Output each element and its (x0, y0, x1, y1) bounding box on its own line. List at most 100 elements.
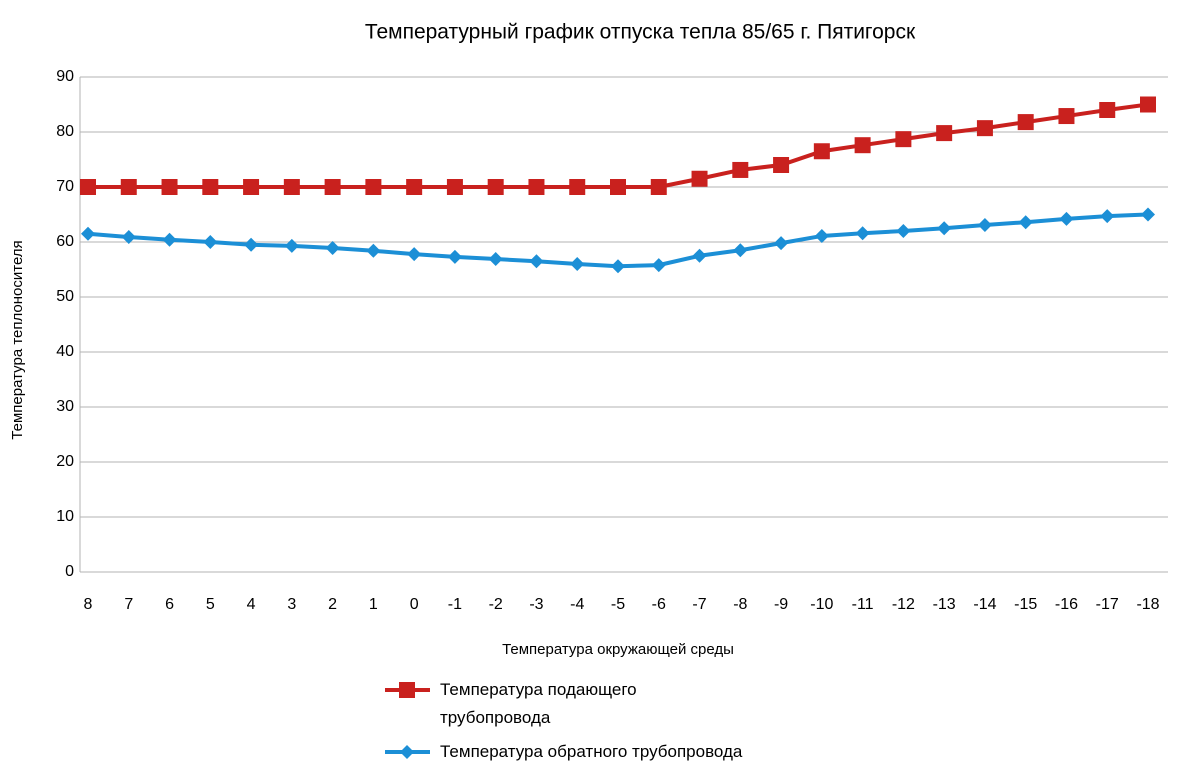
marker (244, 237, 259, 252)
x-tick-label: 4 (247, 596, 256, 613)
marker (936, 125, 953, 142)
y-tick-label: 70 (56, 178, 74, 195)
marker (284, 238, 299, 253)
marker (896, 224, 911, 238)
x-tick-label: -7 (692, 596, 706, 613)
marker (1099, 102, 1116, 118)
chart-title: Температурный график отпуска тепла 85/65… (365, 21, 916, 44)
marker (570, 257, 585, 271)
marker (1017, 114, 1034, 131)
marker (528, 179, 545, 195)
x-tick-label: 0 (410, 596, 419, 613)
marker (650, 179, 667, 195)
marker (399, 682, 415, 698)
marker (81, 226, 95, 241)
marker (937, 221, 952, 236)
x-tick-label: -1 (448, 596, 462, 613)
marker (80, 179, 96, 195)
marker (569, 179, 586, 195)
x-tick-label: 6 (165, 596, 174, 613)
x-tick-label: 8 (84, 596, 93, 613)
marker (400, 745, 414, 759)
x-tick-label: -4 (570, 596, 584, 613)
marker (1100, 209, 1115, 224)
y-tick-label: 80 (56, 123, 74, 140)
x-tick-label: -2 (489, 596, 503, 613)
y-tick-label: 0 (65, 563, 74, 580)
marker (691, 170, 708, 187)
marker (406, 179, 423, 195)
x-tick-label: -18 (1136, 596, 1159, 613)
marker (976, 120, 993, 137)
x-tick-label: -10 (810, 596, 833, 613)
marker (1058, 108, 1075, 125)
x-tick-label: -11 (852, 596, 874, 613)
y-axis-title: Температура теплоносителя (9, 240, 26, 439)
marker (529, 254, 544, 269)
legend-label: Температура обратного трубопровода (440, 742, 743, 761)
marker (854, 137, 871, 154)
marker (446, 179, 463, 195)
x-tick-label: -8 (733, 596, 747, 613)
marker (611, 259, 625, 274)
marker (813, 143, 830, 160)
x-tick-label: 2 (328, 596, 337, 613)
y-tick-label: 30 (56, 398, 74, 415)
marker (692, 248, 707, 263)
x-tick-label: 3 (287, 596, 296, 613)
marker (447, 249, 462, 264)
marker (121, 230, 136, 245)
legend-label: Температура подающего трубопровода (440, 680, 637, 727)
marker (1018, 215, 1033, 230)
y-tick-label: 10 (56, 508, 74, 525)
marker (162, 232, 177, 247)
marker (733, 243, 748, 258)
marker (1059, 211, 1074, 226)
x-tick-label: -12 (892, 596, 915, 613)
marker (651, 258, 666, 273)
marker (366, 243, 381, 258)
marker (202, 179, 219, 195)
marker (243, 179, 260, 195)
series-line (88, 102, 1149, 189)
marker (977, 217, 992, 232)
x-tick-label: -15 (1014, 596, 1037, 613)
y-tick-label: 50 (56, 288, 74, 305)
x-tick-label: -14 (973, 596, 996, 613)
marker (895, 131, 912, 148)
x-tick-label: -5 (611, 596, 625, 613)
x-tick-label: 7 (124, 596, 133, 613)
marker (283, 179, 300, 195)
x-tick-label: -13 (933, 596, 956, 613)
x-axis-title: Температура окружающей среды (502, 641, 734, 658)
y-tick-label: 20 (56, 453, 74, 470)
x-tick-label: -9 (774, 596, 788, 613)
x-tick-label: 5 (206, 596, 215, 613)
marker (161, 179, 178, 195)
marker (488, 252, 503, 267)
marker (324, 179, 341, 195)
x-tick-label: 1 (369, 596, 378, 613)
marker (1141, 207, 1155, 222)
x-tick-label: -17 (1096, 596, 1119, 613)
y-tick-label: 90 (56, 68, 74, 85)
marker (1140, 96, 1156, 113)
marker (732, 161, 749, 178)
marker (855, 226, 870, 241)
y-tick-label: 40 (56, 343, 74, 360)
marker (203, 235, 218, 249)
marker (814, 228, 829, 243)
x-tick-label: -3 (529, 596, 543, 613)
marker (407, 247, 422, 262)
x-tick-label: -6 (652, 596, 666, 613)
marker (610, 179, 626, 195)
marker (325, 241, 340, 256)
marker (773, 157, 790, 173)
marker (487, 179, 504, 195)
x-tick-label: -16 (1055, 596, 1078, 613)
marker (774, 236, 789, 251)
marker (120, 179, 137, 195)
marker (365, 179, 382, 195)
